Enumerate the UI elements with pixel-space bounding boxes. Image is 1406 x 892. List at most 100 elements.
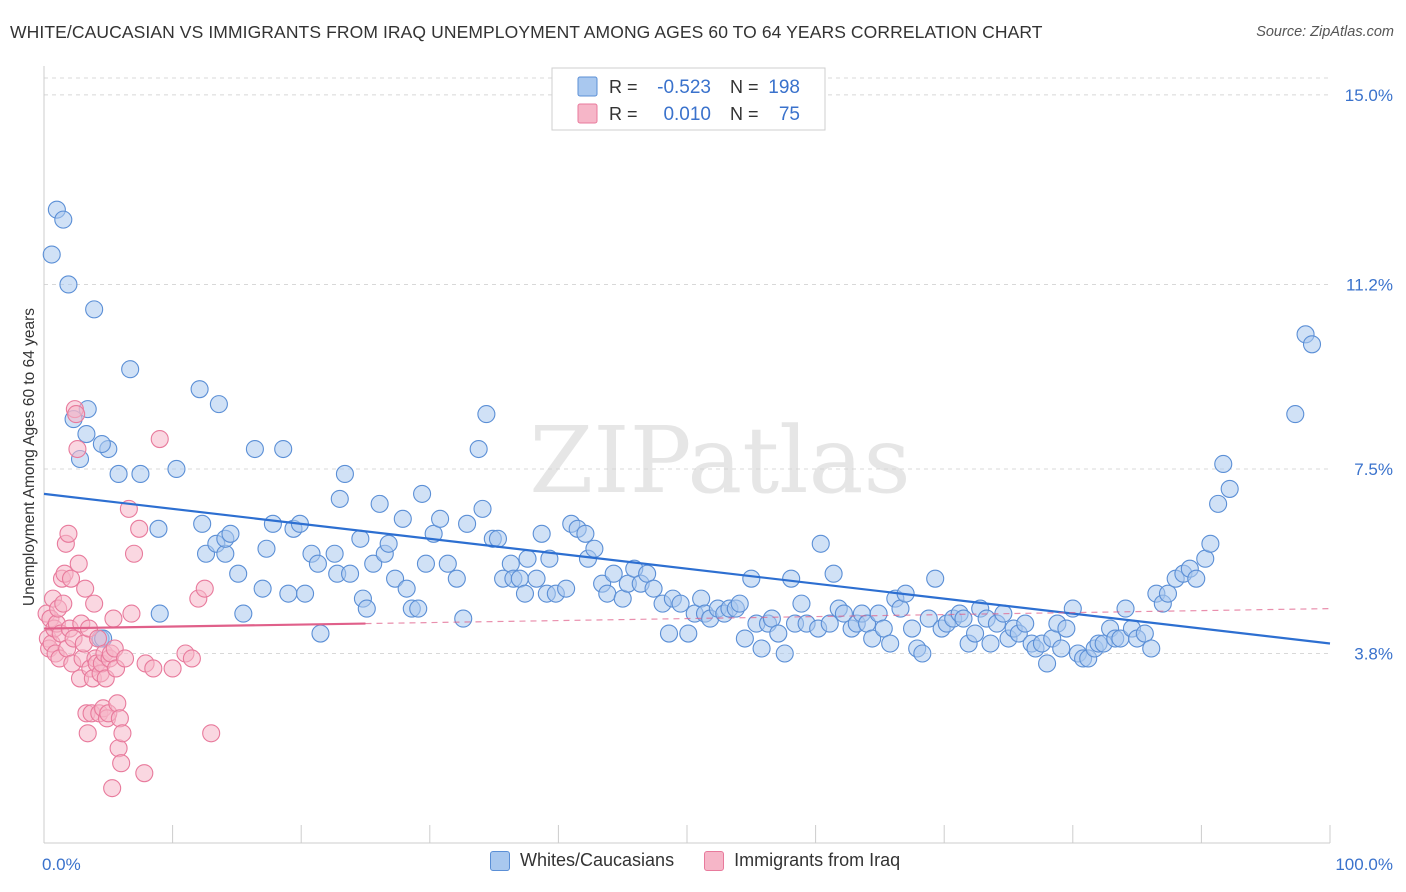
point-whites (357, 599, 376, 618)
point-whites (981, 634, 1000, 653)
point-whites (263, 514, 282, 533)
point-whites (824, 564, 843, 583)
legend-n-label-2: N = (730, 104, 759, 124)
legend-r-value-1: -0.523 (657, 77, 711, 98)
trend-line-whites (43, 492, 1331, 645)
series-legend: Whites/Caucasians Immigrants from Iraq (490, 850, 900, 871)
point-whites (518, 549, 537, 568)
correlation-legend: R = -0.523 N = 198 R = 0.010 N = 75 (551, 67, 826, 131)
point-whites (311, 624, 330, 643)
point-whites (863, 629, 882, 648)
point-whites (386, 569, 405, 588)
chart-title: WHITE/CAUCASIAN VS IMMIGRANTS FROM IRAQ … (10, 22, 1043, 42)
point-whites (966, 624, 985, 643)
point-whites (92, 434, 111, 454)
point-iraq (104, 609, 123, 628)
point-whites (762, 609, 781, 628)
point-whites (644, 579, 663, 598)
point-whites (131, 464, 150, 484)
legend-r-label-2: R = (609, 104, 638, 124)
point-whites (1057, 619, 1076, 638)
legend-swatch-whites (490, 850, 510, 871)
point-whites (954, 609, 973, 628)
point-whites (257, 539, 276, 558)
point-whites (370, 494, 389, 513)
legend-swatch-blue (577, 76, 598, 97)
point-whites (1016, 614, 1035, 633)
point-whites (881, 634, 900, 653)
point-iraq (195, 579, 214, 598)
point-whites (735, 629, 754, 648)
point-whites (811, 534, 830, 553)
point-iraq (112, 754, 131, 773)
point-whites (792, 594, 811, 613)
point-iraq (202, 724, 221, 743)
point-whites (1142, 639, 1161, 658)
legend-label-iraq: Immigrants from Iraq (734, 850, 901, 870)
point-whites (335, 464, 354, 484)
point-whites (234, 604, 253, 623)
watermark: ZIPatlas (529, 407, 910, 514)
point-whites (679, 624, 698, 643)
point-whites (431, 509, 450, 528)
point-whites (730, 594, 749, 613)
point-whites (229, 564, 248, 583)
point-whites (557, 579, 576, 598)
x-tick-label: 0.0% (42, 855, 81, 874)
point-iraq (163, 659, 182, 678)
point-whites (274, 439, 293, 459)
point-whites (438, 554, 457, 573)
point-whites (193, 514, 212, 533)
legend-n-value-1: 198 (768, 77, 800, 98)
point-iraq (69, 554, 88, 573)
point-whites (1038, 654, 1057, 673)
point-whites (527, 569, 546, 588)
point-iraq (68, 439, 87, 459)
point-iraq (109, 739, 128, 758)
point-whites (1214, 454, 1233, 474)
point-whites (902, 619, 922, 638)
point-whites (279, 584, 298, 603)
point-whites (1220, 479, 1239, 498)
legend-item-iraq: Immigrants from Iraq (704, 850, 900, 871)
point-whites (913, 644, 932, 663)
point-whites (416, 554, 435, 573)
legend-n-label-1: N = (730, 77, 759, 97)
legend-label-whites: Whites/Caucasians (520, 850, 675, 870)
point-whites (109, 464, 128, 484)
point-iraq (144, 659, 163, 678)
point-whites (150, 604, 169, 623)
point-whites (379, 534, 398, 553)
point-whites (1286, 405, 1305, 424)
point-whites (540, 549, 559, 568)
point-whites (834, 604, 853, 623)
point-whites (769, 624, 788, 643)
point-whites (604, 564, 623, 583)
point-whites (121, 360, 140, 379)
y-tick-label: 15.0% (1345, 86, 1393, 105)
axes (43, 66, 1331, 844)
y-tick-label: 3.8% (1354, 644, 1393, 663)
point-whites (409, 599, 428, 618)
point-iraq (76, 579, 95, 598)
point-whites (1116, 599, 1135, 618)
point-iraq (182, 649, 201, 668)
point-whites (659, 624, 679, 643)
point-iraq (115, 649, 135, 668)
point-iraq (124, 544, 144, 563)
trend-lines (43, 492, 1331, 645)
point-iraq (103, 779, 122, 798)
point-whites (149, 519, 168, 538)
point-whites (167, 459, 186, 479)
trend-line-iraq-extension (365, 608, 1331, 625)
point-whites (473, 499, 492, 518)
point-whites (77, 425, 96, 444)
point-iraq (150, 429, 169, 449)
point-whites (752, 639, 771, 658)
point-whites (1135, 624, 1154, 643)
point-whites (447, 569, 466, 588)
point-whites (585, 539, 604, 558)
point-iraq (113, 724, 132, 743)
point-whites (85, 300, 104, 319)
point-whites (330, 489, 349, 508)
